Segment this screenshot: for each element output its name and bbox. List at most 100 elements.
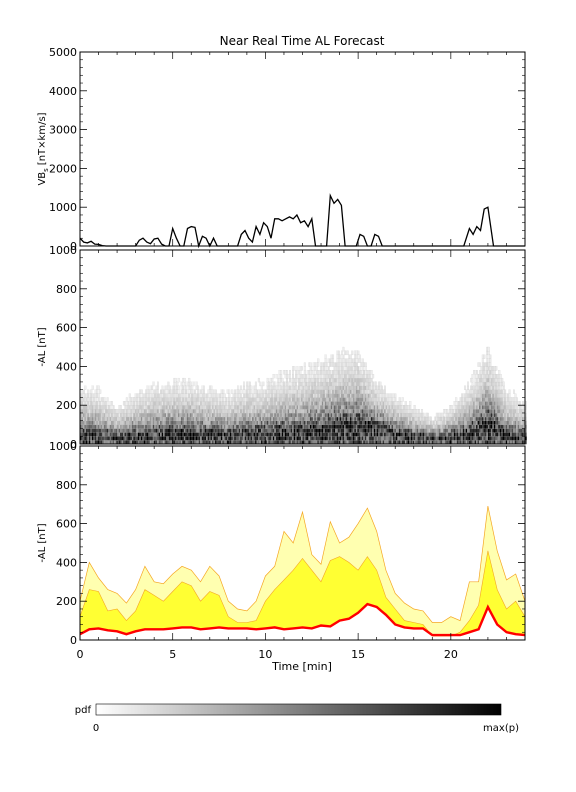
x-axis-label: Time [min]	[271, 660, 332, 673]
pdf-cell	[409, 401, 412, 406]
y-tick-label: 5000	[49, 46, 77, 59]
x-tick-label: 5	[169, 648, 176, 661]
pdf-cell	[326, 362, 329, 367]
pdf-cell	[191, 385, 194, 390]
pdf-cell	[409, 405, 412, 410]
pdf-cell	[508, 393, 511, 398]
pdf-cell	[281, 377, 284, 383]
colorbar-gradient	[95, 703, 502, 716]
pdf-cell	[303, 362, 306, 367]
pdf-cell	[260, 385, 263, 390]
y-tick-label: 600	[56, 518, 77, 531]
pdf-cell	[299, 370, 302, 375]
pdf-cell	[324, 358, 327, 363]
pdf-cell	[379, 381, 382, 387]
pdf-cell	[502, 385, 505, 390]
pdf-cell	[332, 354, 335, 359]
pdf-cell	[303, 366, 306, 371]
pdf-cell	[240, 385, 243, 390]
pdf-cell	[381, 385, 383, 390]
vbs-x-ticks	[79, 52, 526, 246]
al-forecast-y-axis-label: -AL [nT]	[37, 523, 48, 562]
pdf-cell	[161, 385, 164, 390]
pdf-cell	[400, 401, 403, 406]
pdf-cell	[183, 377, 186, 383]
pdf-cell	[487, 350, 490, 356]
vbs-line	[79, 193, 525, 249]
vbs-label-rest: [nT×km/s]	[37, 112, 48, 165]
pdf-cell	[228, 393, 231, 398]
pdf-cell	[292, 374, 294, 379]
pdf-cell	[358, 366, 361, 371]
pdf-cell	[312, 370, 315, 375]
pdf-cell	[157, 389, 159, 394]
pdf-cell	[355, 362, 358, 367]
pdf-cell	[189, 381, 192, 387]
pdf-cell	[278, 381, 281, 387]
pdf-cell	[489, 362, 492, 367]
pdf-cell	[404, 401, 407, 406]
pdf-cell	[210, 385, 213, 390]
pdf-cell	[455, 397, 458, 402]
pdf-cell	[391, 397, 394, 402]
pdf-cell	[471, 377, 474, 383]
pdf-cell	[478, 362, 481, 367]
pdf-cell	[125, 397, 128, 402]
pdf-cell	[106, 397, 109, 402]
pdf-cell	[453, 401, 456, 406]
pdf-cell	[240, 393, 243, 398]
vbs-panel-frame	[79, 51, 526, 247]
pdf-cell	[157, 385, 159, 390]
pdf-cell	[514, 393, 517, 398]
pdf-cell	[241, 389, 244, 394]
pdf-cell	[504, 389, 507, 394]
y-tick-label: 400	[56, 360, 77, 373]
pdf-cell	[164, 389, 167, 394]
pdf-cell	[119, 405, 122, 410]
pdf-cell	[271, 377, 274, 383]
pdf-cell	[228, 389, 231, 394]
pdf-cell	[293, 366, 296, 371]
pdf-cell	[309, 366, 312, 371]
colorbar-title: pdf	[75, 705, 92, 716]
pdf-cell	[508, 389, 511, 394]
colorbar-max-label: max(p)	[483, 723, 519, 734]
pdf-cell	[364, 366, 367, 371]
pdf-cell	[309, 362, 312, 367]
pdf-cell	[177, 389, 180, 394]
pdf-cell	[223, 393, 226, 398]
pdf-cell	[96, 389, 99, 394]
pdf-cell	[274, 381, 277, 387]
pdf-cell	[112, 405, 115, 410]
y-tick-label: 1000	[49, 440, 77, 453]
vbs-label-sub: s	[42, 168, 50, 172]
vbs-label-main: VB	[37, 172, 48, 186]
x-tick-label: 15	[351, 648, 365, 661]
pdf-cell	[272, 374, 275, 379]
pdf-cell	[516, 397, 518, 402]
pdf-cell	[259, 381, 262, 387]
pdf-cell	[180, 381, 183, 387]
pdf-cell	[167, 381, 170, 387]
pdf-cell	[185, 385, 188, 390]
pdf-cell	[354, 358, 357, 363]
al-forecast-plot-area	[79, 506, 526, 637]
chart-title: Near Real Time AL Forecast	[220, 34, 385, 48]
pdf-cell	[303, 370, 306, 375]
pdf-cell	[188, 377, 191, 383]
pdf-cell	[327, 366, 330, 371]
pdf-cell	[317, 358, 320, 363]
pdf-cell	[481, 358, 484, 363]
pdf-cell	[90, 389, 93, 394]
pdf-cell	[128, 393, 131, 398]
pdf-cell	[471, 381, 474, 387]
pdf-cell	[140, 389, 143, 394]
pdf-cell	[214, 389, 217, 394]
pdf-cell	[521, 401, 524, 406]
al-pdf-y-axis-label: -AL [nT]	[37, 327, 48, 366]
pdf-cell	[254, 381, 257, 387]
